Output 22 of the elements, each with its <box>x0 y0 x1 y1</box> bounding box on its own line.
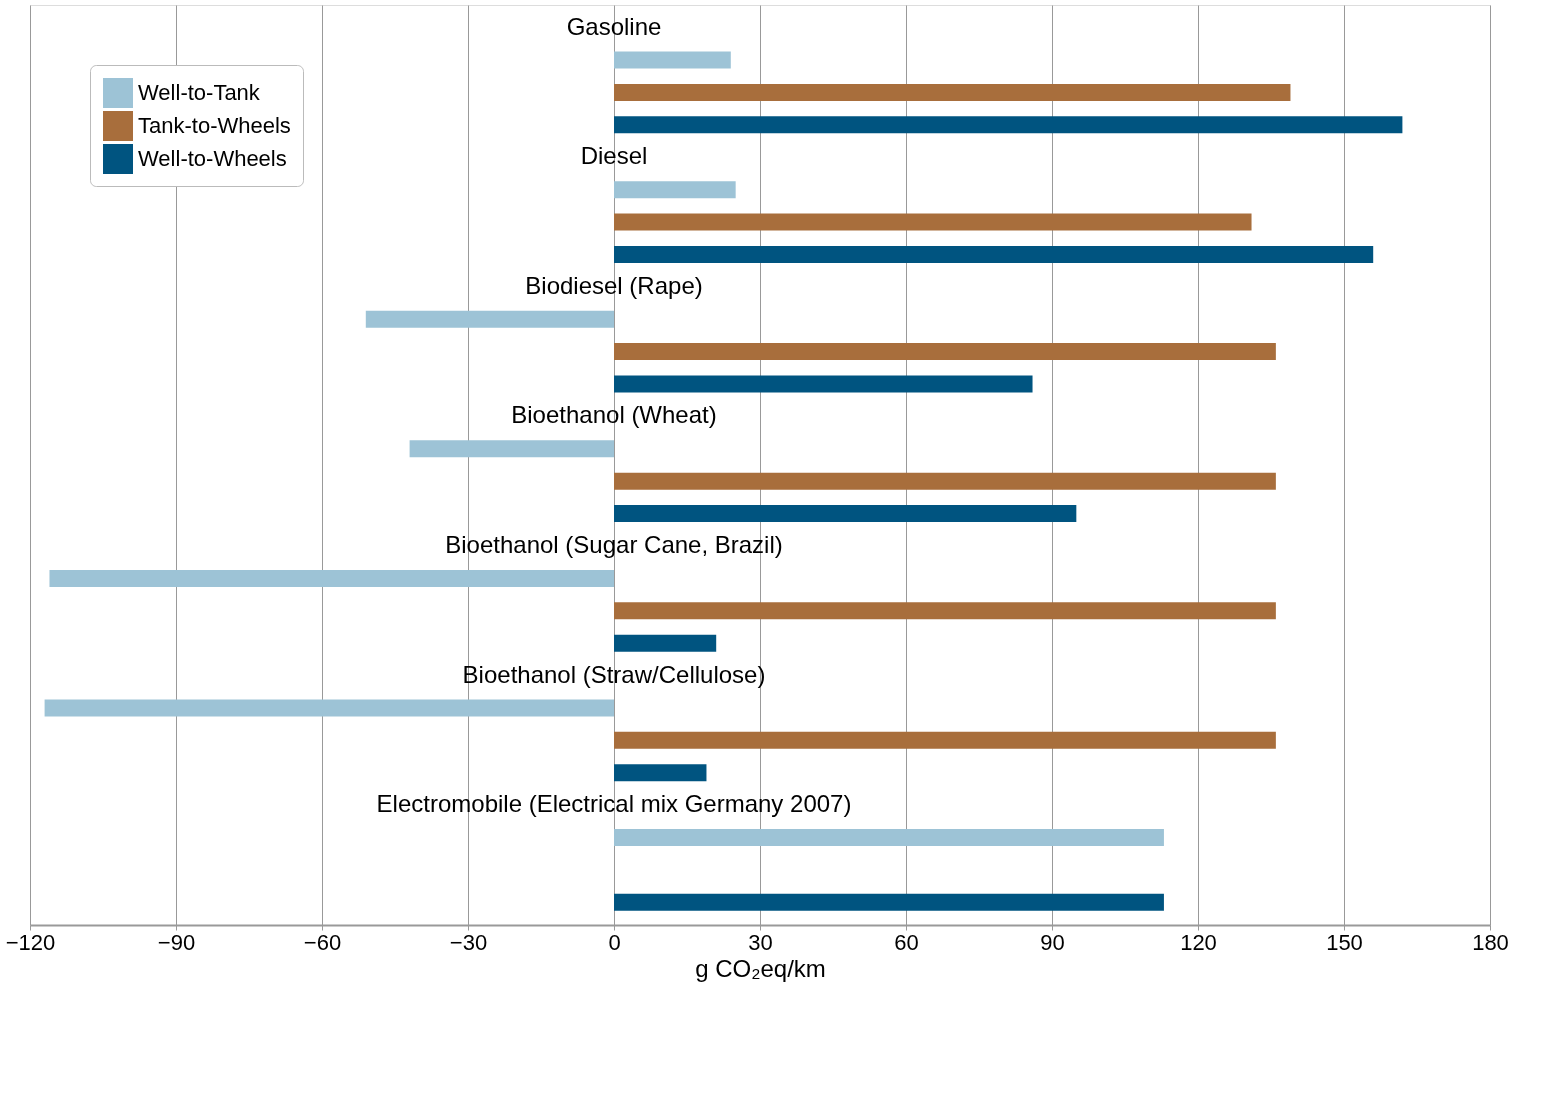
y-tick-label: Gasoline <box>566 12 662 40</box>
y-tick-label: Bioethanol (Sugar Cane, Brazil) <box>445 530 783 558</box>
legend-label: Well-to-Wheels <box>138 146 287 171</box>
x-axis-title: g CO₂eq/km <box>695 954 826 982</box>
x-tick-label: −60 <box>303 929 342 955</box>
y-tick-label: Electromobile (Electrical mix Germany 2007) <box>376 790 852 818</box>
x-tick-label: 120 <box>1180 929 1217 955</box>
x-tick-label: −30 <box>449 929 488 955</box>
y-tick-label: Diesel <box>580 142 648 170</box>
x-tick-label: 0 <box>608 929 621 955</box>
y-tick-label: Bioethanol (Straw/Cellulose) <box>462 660 766 688</box>
x-tick-label: −120 <box>5 929 56 955</box>
x-tick-label: −90 <box>157 929 196 955</box>
legend-label: Well-to-Tank <box>138 80 261 105</box>
x-tick-label: 60 <box>894 929 919 955</box>
y-tick-label: Biodiesel (Rape) <box>525 271 703 299</box>
legend-label: Tank-to-Wheels <box>138 113 291 138</box>
x-tick-label: 180 <box>1472 929 1509 955</box>
x-tick-label: 150 <box>1326 929 1363 955</box>
x-tick-label: 90 <box>1040 929 1065 955</box>
x-tick-label: 30 <box>748 929 773 955</box>
y-tick-label: Bioethanol (Wheat) <box>511 401 717 429</box>
